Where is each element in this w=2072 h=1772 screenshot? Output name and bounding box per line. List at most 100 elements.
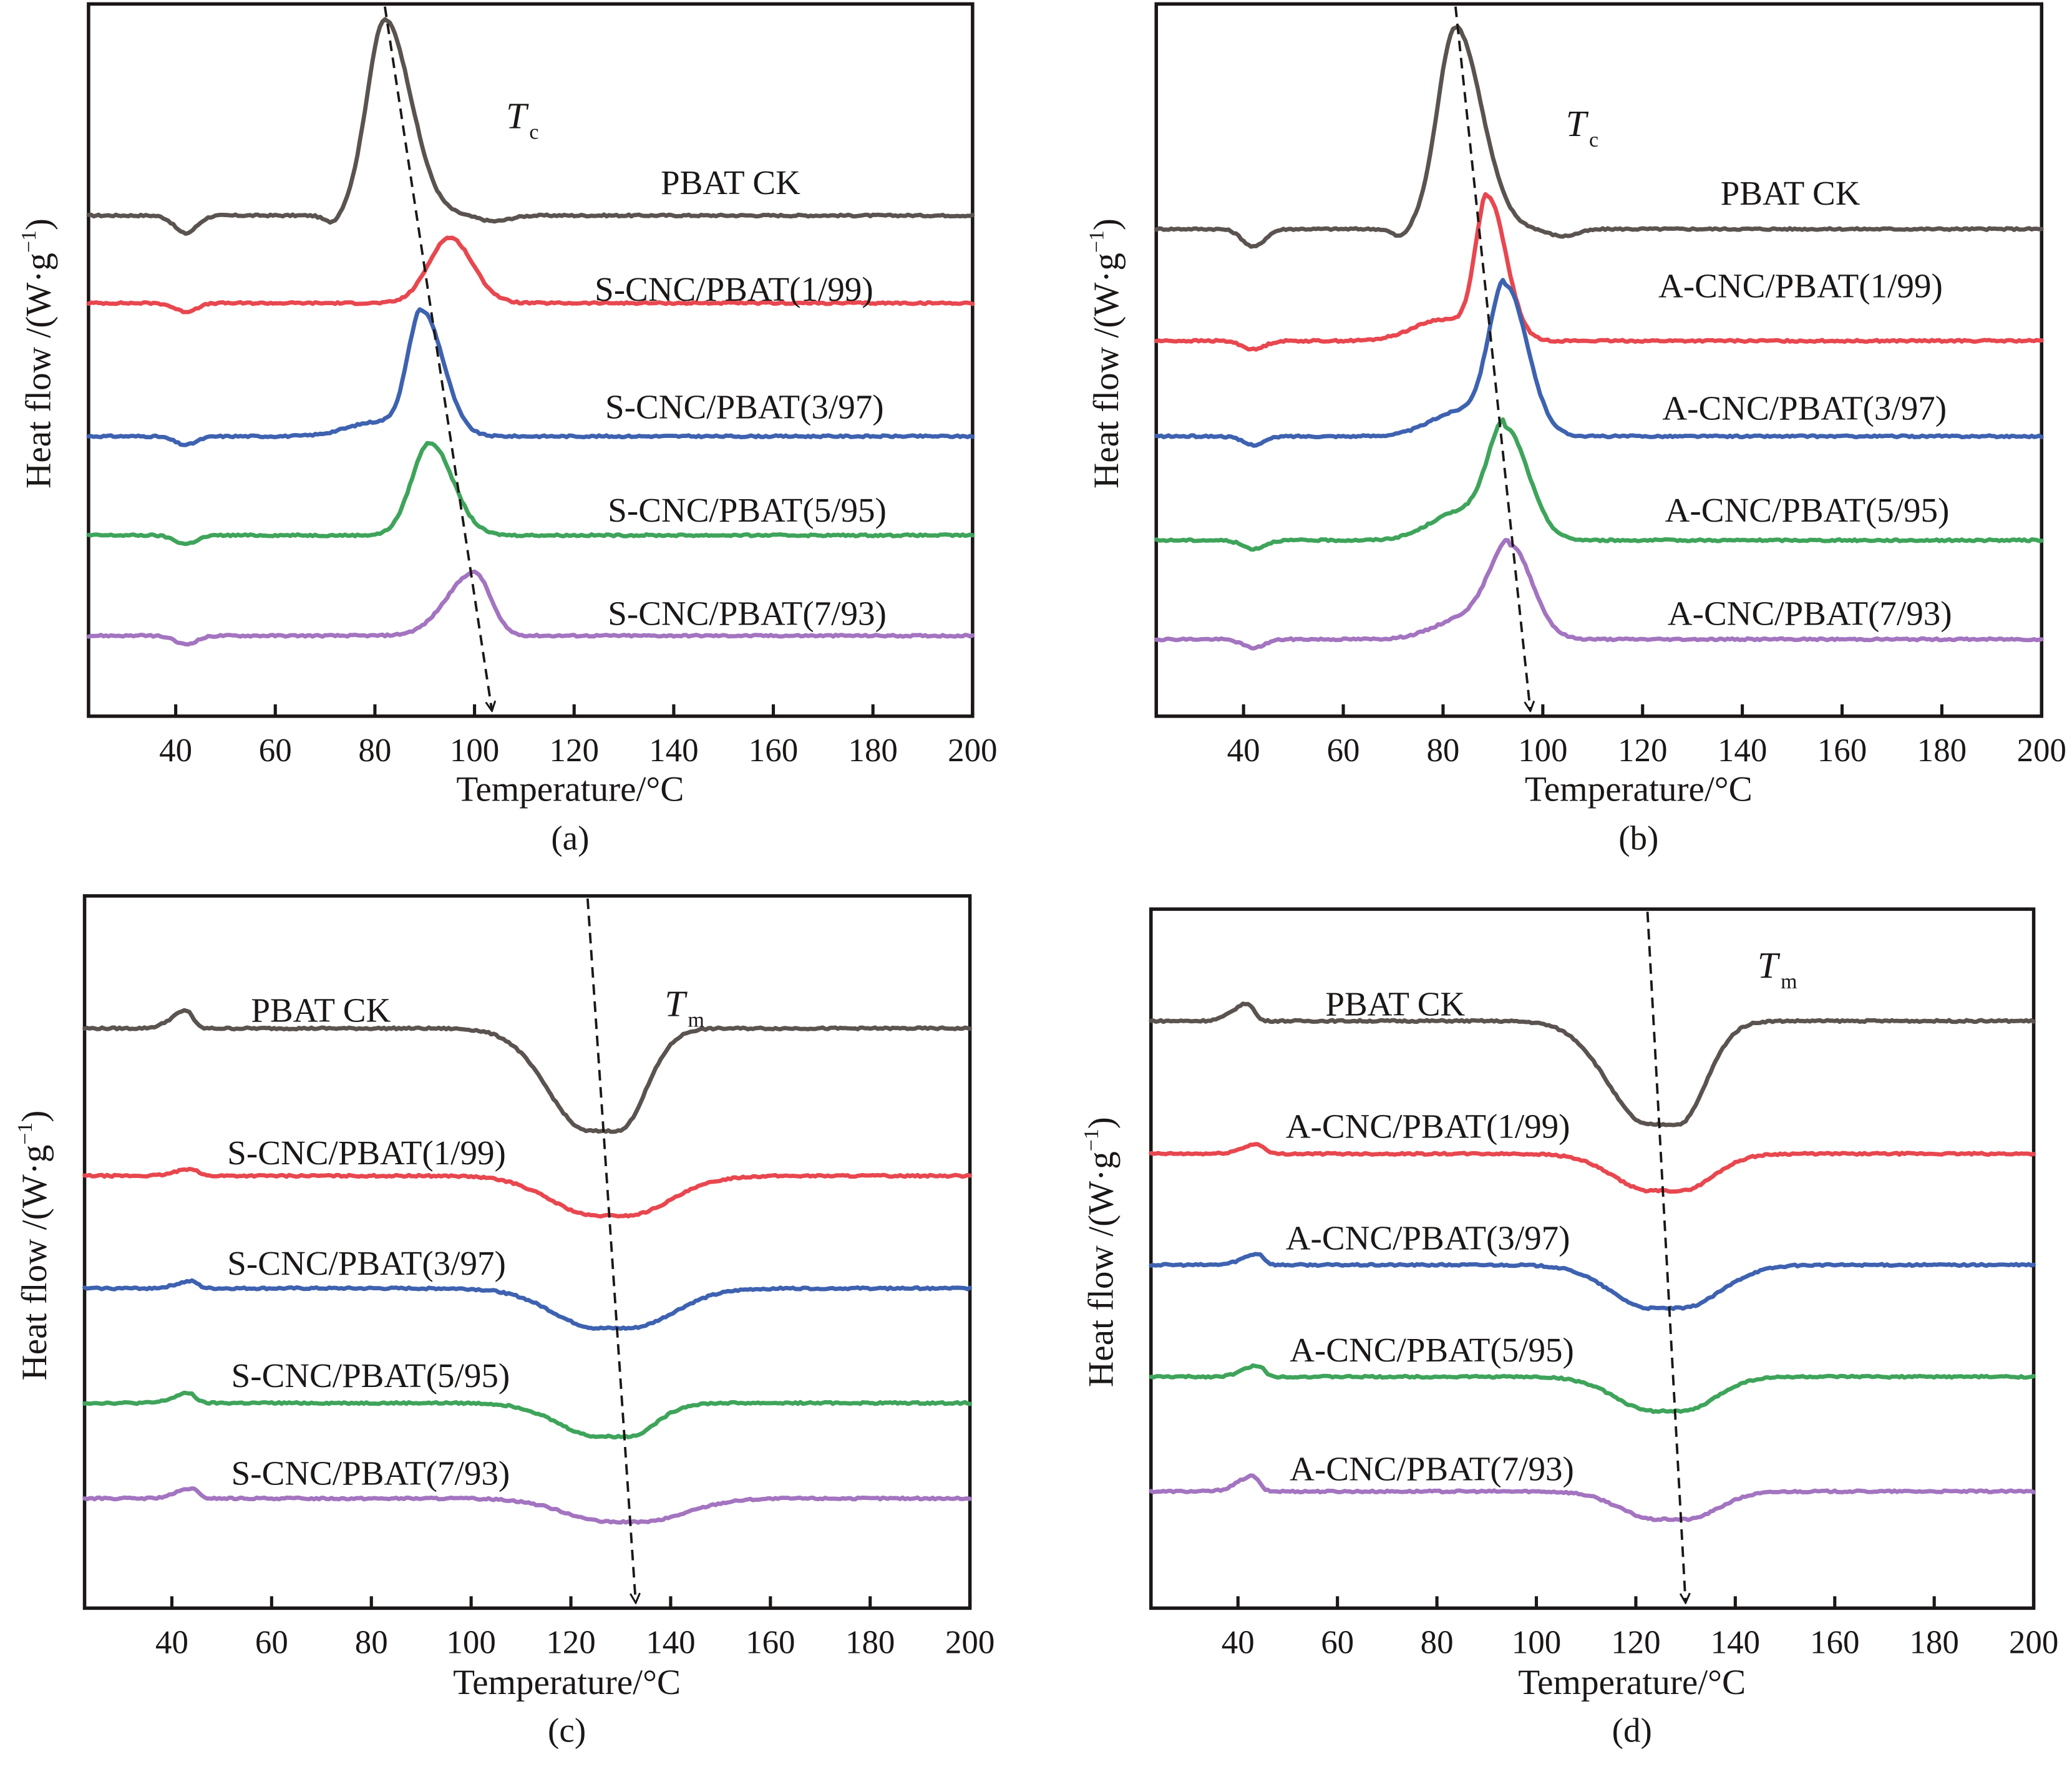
y-axis-label: Heat flow /(W·g−1) bbox=[14, 1111, 54, 1381]
series-label: A-CNC/PBAT(7/93) bbox=[1668, 594, 1952, 632]
trend-arrow bbox=[586, 898, 636, 1603]
curves bbox=[82, 1008, 972, 1525]
x-tick-label: 200 bbox=[945, 1624, 995, 1660]
x-tick-label: 60 bbox=[259, 733, 292, 769]
x-tick-label: 140 bbox=[646, 1624, 695, 1660]
x-tick-label: 40 bbox=[159, 733, 192, 769]
y-axis-label: Heat flow /(W·g−1) bbox=[17, 218, 58, 489]
x-tick-label: 120 bbox=[1611, 1624, 1660, 1660]
curves bbox=[1149, 1001, 2036, 1522]
series-curve-pbat-ck bbox=[86, 17, 975, 236]
series-curve-pbat-ck bbox=[1154, 24, 2044, 249]
series-label: A-CNC/PBAT(7/93) bbox=[1290, 1449, 1574, 1487]
x-tick-label: 40 bbox=[155, 1624, 188, 1660]
series-curve-3-97 bbox=[1154, 278, 2044, 448]
series-label: S-CNC/PBAT(7/93) bbox=[608, 594, 887, 632]
x-tick-label: 40 bbox=[1222, 1624, 1255, 1660]
curves bbox=[1154, 24, 2044, 651]
x-axis-label: Temperature/°C bbox=[1518, 1663, 1746, 1702]
series-label: PBAT CK bbox=[1721, 174, 1860, 212]
x-tick-label: 40 bbox=[1227, 733, 1260, 769]
series-labels: PBAT CK A-CNC/PBAT(1/99) A-CNC/PBAT(3/97) A… bbox=[1286, 985, 1574, 1487]
series-curve-3-97 bbox=[82, 1278, 972, 1331]
x-tick-label: 100 bbox=[450, 733, 499, 769]
trend-arrow bbox=[383, 6, 492, 711]
x-tick-label: 160 bbox=[1817, 733, 1867, 769]
plot-frame bbox=[82, 894, 972, 1610]
x-tick-labels: 40 60 80 100 120 140 160 180 200 bbox=[1227, 733, 2066, 769]
x-ticks bbox=[174, 704, 975, 716]
series-curve-5-95 bbox=[1154, 417, 2044, 552]
x-tick-label: 100 bbox=[1512, 1624, 1561, 1660]
x-tick-label: 120 bbox=[546, 1624, 595, 1660]
series-label: A-CNC/PBAT(5/95) bbox=[1290, 1331, 1574, 1369]
series-label: PBAT CK bbox=[661, 163, 800, 202]
series-curve-1-99 bbox=[82, 1167, 972, 1219]
series-label: A-CNC/PBAT(3/97) bbox=[1662, 389, 1947, 427]
series-label: A-CNC/PBAT(1/99) bbox=[1658, 266, 1943, 304]
series-label: A-CNC/PBAT(5/95) bbox=[1665, 491, 1950, 529]
series-curve-5-95 bbox=[82, 1390, 972, 1439]
y-axis-label: Heat flow /(W·g−1) bbox=[1080, 1117, 1121, 1387]
series-labels: PBAT CK A-CNC/PBAT(1/99) A-CNC/PBAT(3/97) A… bbox=[1658, 174, 1952, 632]
series-curve-5-95 bbox=[1149, 1363, 2036, 1414]
x-tick-label: 80 bbox=[1426, 733, 1459, 769]
series-label: S-CNC/PBAT(1/99) bbox=[595, 270, 873, 308]
x-tick-label: 180 bbox=[848, 733, 897, 769]
x-tick-labels: 40 60 80 100 120 140 160 180 200 bbox=[155, 1624, 995, 1660]
x-axis-label: Temperature/°C bbox=[456, 769, 684, 809]
series-label: S-CNC/PBAT(7/93) bbox=[231, 1454, 510, 1492]
x-tick-label: 100 bbox=[1518, 733, 1567, 769]
series-curve-5-95 bbox=[86, 441, 975, 547]
x-tick-label: 80 bbox=[358, 733, 391, 769]
panel-caption: (a) bbox=[551, 819, 589, 857]
trend-arrow bbox=[1454, 6, 1530, 711]
series-curve-pbat-ck bbox=[1149, 1001, 2036, 1127]
series-label: S-CNC/PBAT(3/97) bbox=[605, 387, 884, 426]
series-curve-3-97 bbox=[1149, 1252, 2036, 1312]
x-axis-label: Temperature/°C bbox=[453, 1663, 681, 1702]
panel-caption: (d) bbox=[1612, 1711, 1652, 1749]
x-ticks bbox=[170, 1596, 972, 1609]
x-tick-label: 140 bbox=[1718, 733, 1767, 769]
x-tick-label: 120 bbox=[1618, 733, 1667, 769]
series-curve-1-99 bbox=[1149, 1142, 2036, 1194]
series-curve-7-93 bbox=[1154, 538, 2044, 651]
x-tick-label: 200 bbox=[2009, 1624, 2058, 1660]
x-tick-label: 180 bbox=[1917, 733, 1967, 769]
plot-frame bbox=[87, 2, 975, 718]
x-ticks bbox=[1236, 1596, 2036, 1609]
series-label: S-CNC/PBAT(3/97) bbox=[227, 1244, 506, 1282]
x-tick-label: 160 bbox=[1810, 1624, 1859, 1660]
x-tick-label: 180 bbox=[845, 1624, 895, 1660]
x-tick-labels: 40 60 80 100 120 140 160 180 200 bbox=[159, 733, 997, 769]
series-curve-7-93 bbox=[86, 569, 975, 647]
x-tick-label: 60 bbox=[1321, 1624, 1354, 1660]
x-ticks bbox=[1242, 704, 2043, 716]
x-tick-label: 160 bbox=[749, 733, 798, 769]
y-axis-label: Heat flow /(W·g−1) bbox=[1086, 218, 1126, 489]
x-tick-label: 80 bbox=[355, 1624, 388, 1660]
x-tick-labels: 40 60 80 100 120 140 160 180 200 bbox=[1222, 1624, 2058, 1660]
series-curve-7-93 bbox=[1149, 1473, 2036, 1522]
series-label: PBAT CK bbox=[251, 991, 391, 1030]
series-label: A-CNC/PBAT(1/99) bbox=[1286, 1107, 1570, 1145]
series-labels: PBAT CK S-CNC/PBAT(1/99) S-CNC/PBAT(3/97) S… bbox=[595, 163, 887, 633]
series-label: S-CNC/PBAT(5/95) bbox=[231, 1356, 510, 1395]
plot-frame bbox=[1154, 2, 2044, 718]
plot-frame bbox=[1149, 907, 2036, 1610]
x-tick-label: 200 bbox=[948, 733, 997, 769]
series-label: A-CNC/PBAT(3/97) bbox=[1286, 1219, 1570, 1257]
curves bbox=[86, 17, 975, 647]
series-curve-7-93 bbox=[82, 1486, 972, 1525]
trend-arrow bbox=[1646, 912, 1686, 1603]
series-curve-1-99 bbox=[1154, 192, 2044, 352]
